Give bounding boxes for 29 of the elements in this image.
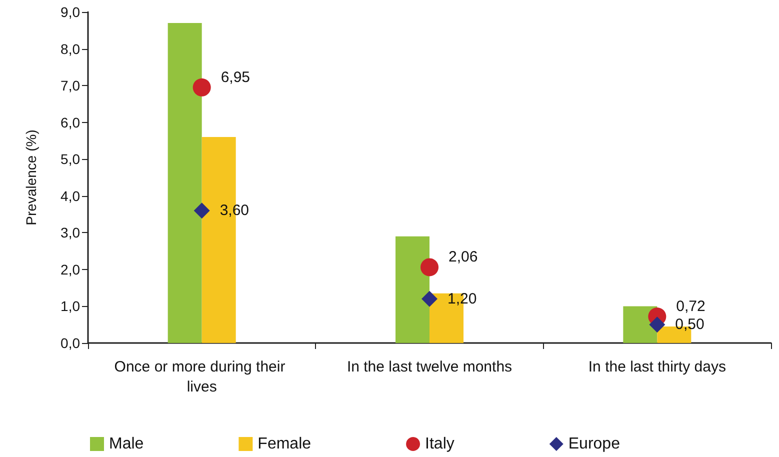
point xyxy=(192,78,211,96)
y-tick-label: 6,0 xyxy=(60,114,80,130)
data-label: 2,06 xyxy=(448,248,478,266)
y-tick-label: 1,0 xyxy=(60,298,80,314)
legend-label: Europe xyxy=(568,436,620,452)
data-label: 6,95 xyxy=(220,68,250,86)
y-axis-title: Prevalence (%) xyxy=(23,130,39,226)
x-tick-label: Once or more during their lives xyxy=(114,358,290,396)
y-tick-label: 5,0 xyxy=(60,151,80,168)
point xyxy=(422,290,438,307)
legend-label: Male xyxy=(109,436,144,452)
y-tick-label: 9,0 xyxy=(60,4,80,20)
y-tick-label: 2,0 xyxy=(60,261,80,278)
data-label: 0,72 xyxy=(676,298,706,316)
y-tick-label: 0,0 xyxy=(60,335,80,351)
bar xyxy=(168,23,202,343)
y-tick-label: 8,0 xyxy=(60,40,80,57)
bar xyxy=(396,236,430,343)
x-tick-label: In the last twelve months xyxy=(346,358,512,376)
x-tick-label: In the last thirty days xyxy=(588,358,726,376)
y-tick-label: 4,0 xyxy=(60,188,80,204)
point xyxy=(649,316,666,333)
y-tick-label: 7,0 xyxy=(60,78,80,94)
data-label: 0,50 xyxy=(675,316,704,334)
point xyxy=(420,258,438,276)
y-tick-label: 3,0 xyxy=(60,224,80,241)
point xyxy=(194,202,210,219)
legend-label: Italy xyxy=(425,436,454,452)
legend-label: Female xyxy=(258,436,312,452)
